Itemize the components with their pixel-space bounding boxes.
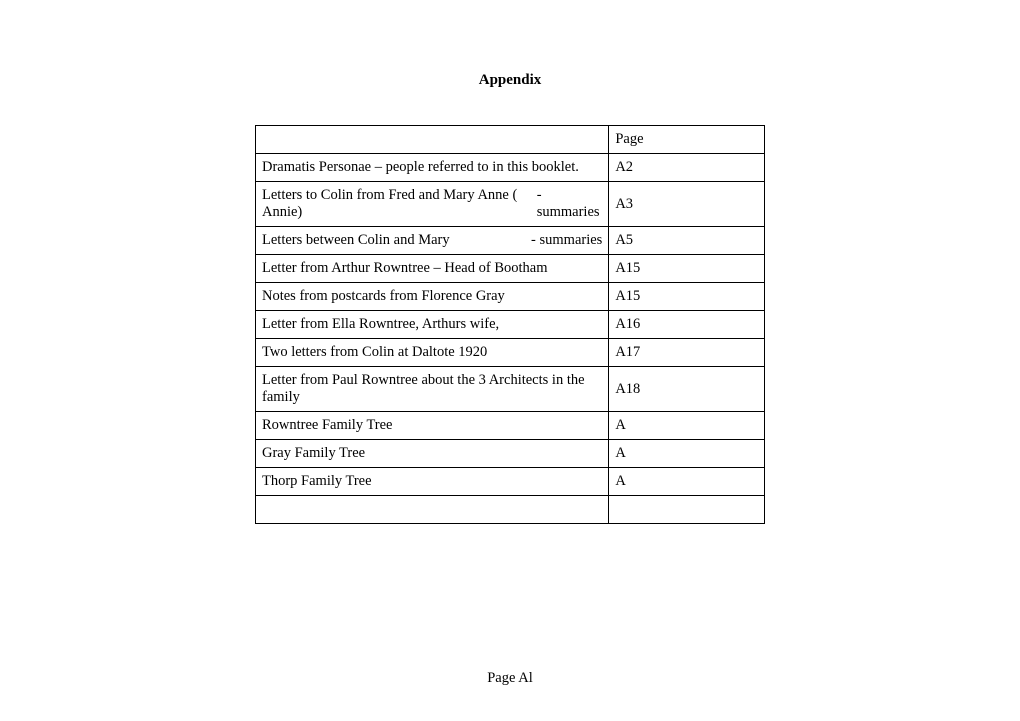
page-cell: A — [609, 468, 765, 496]
page-cell: A — [609, 440, 765, 468]
desc-cell: Letters between Colin and Mary - summari… — [256, 227, 609, 255]
table-row: Thorp Family Tree A — [256, 468, 765, 496]
table-row: Dramatis Personae – people referred to i… — [256, 154, 765, 182]
desc-cell: Rowntree Family Tree — [256, 412, 609, 440]
page-cell: A5 — [609, 227, 765, 255]
page-title: Appendix — [0, 0, 1020, 125]
table-header-row: Page — [256, 126, 765, 154]
table-row: Letters to Colin from Fred and Mary Anne… — [256, 182, 765, 227]
desc-left: Letters between Colin and Mary — [262, 232, 450, 249]
header-page-cell: Page — [609, 126, 765, 154]
page-cell: A2 — [609, 154, 765, 182]
table-row — [256, 496, 765, 524]
table-row: Gray Family Tree A — [256, 440, 765, 468]
table-row: Letter from Ella Rowntree, Arthurs wife,… — [256, 311, 765, 339]
page-cell: A15 — [609, 255, 765, 283]
desc-right: - summaries — [537, 187, 603, 221]
page-cell: A18 — [609, 367, 765, 412]
table-body: Page Dramatis Personae – people referred… — [256, 126, 765, 524]
page-cell: A17 — [609, 339, 765, 367]
page-cell: A15 — [609, 283, 765, 311]
appendix-table: Page Dramatis Personae – people referred… — [255, 125, 765, 524]
desc-cell — [256, 496, 609, 524]
page-cell: A16 — [609, 311, 765, 339]
desc-cell: Letters to Colin from Fred and Mary Anne… — [256, 182, 609, 227]
header-desc-cell — [256, 126, 609, 154]
page-cell — [609, 496, 765, 524]
desc-cell: Gray Family Tree — [256, 440, 609, 468]
desc-cell: Thorp Family Tree — [256, 468, 609, 496]
desc-cell: Letter from Ella Rowntree, Arthurs wife, — [256, 311, 609, 339]
desc-left: Letters to Colin from Fred and Mary Anne… — [262, 187, 537, 221]
desc-cell: Dramatis Personae – people referred to i… — [256, 154, 609, 182]
desc-cell: Letter from Paul Rowntree about the 3 Ar… — [256, 367, 609, 412]
page-cell: A — [609, 412, 765, 440]
desc-cell: Letter from Arthur Rowntree – Head of Bo… — [256, 255, 609, 283]
table-row: Two letters from Colin at Daltote 1920 A… — [256, 339, 765, 367]
table-row: Letters between Colin and Mary - summari… — [256, 227, 765, 255]
table-row: Notes from postcards from Florence Gray … — [256, 283, 765, 311]
page-cell: A3 — [609, 182, 765, 227]
table-row: Letter from Paul Rowntree about the 3 Ar… — [256, 367, 765, 412]
table-row: Letter from Arthur Rowntree – Head of Bo… — [256, 255, 765, 283]
desc-cell: Two letters from Colin at Daltote 1920 — [256, 339, 609, 367]
desc-right: - summaries — [531, 232, 602, 249]
page-footer: Page Al — [0, 670, 1020, 687]
desc-cell: Notes from postcards from Florence Gray — [256, 283, 609, 311]
table-row: Rowntree Family Tree A — [256, 412, 765, 440]
